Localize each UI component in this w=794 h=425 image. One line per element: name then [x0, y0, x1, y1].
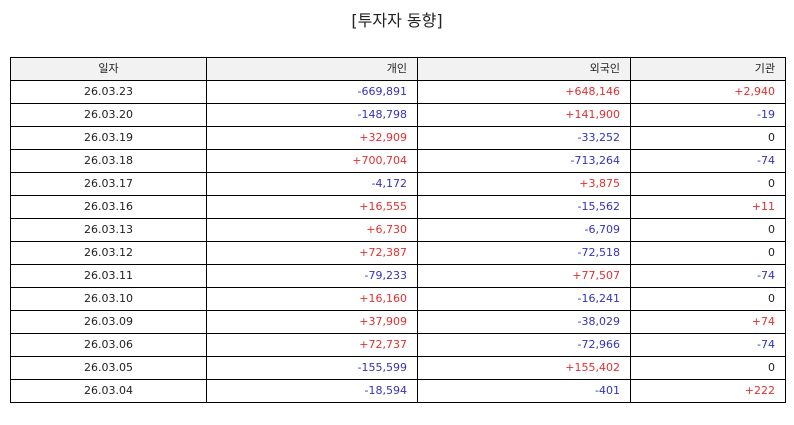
cell-individual: -79,233	[206, 264, 418, 288]
table-row: 26.03.06 +72,737 -72,966 -74	[10, 333, 786, 357]
cell-institution: 0	[630, 172, 786, 196]
cell-date: 26.03.04	[10, 379, 207, 403]
table-row: 26.03.04 -18,594 -401 +222	[10, 379, 786, 403]
table-row: 26.03.12 +72,387 -72,518 0	[10, 241, 786, 265]
cell-date: 26.03.17	[10, 172, 207, 196]
table-header-row: 일자 개인 외국인 기관	[10, 57, 786, 81]
cell-institution: -74	[630, 333, 786, 357]
table-row: 26.03.17 -4,172 +3,875 0	[10, 172, 786, 196]
cell-foreign: +141,900	[417, 103, 631, 127]
cell-date: 26.03.23	[10, 80, 207, 104]
cell-individual: +32,909	[206, 126, 418, 150]
table-row: 26.03.10 +16,160 -16,241 0	[10, 287, 786, 311]
header-institution: 기관	[630, 57, 786, 81]
table-row: 26.03.23 -669,891 +648,146 +2,940	[10, 80, 786, 104]
table-body: 26.03.23 -669,891 +648,146 +2,940 26.03.20 -1…	[10, 80, 786, 403]
cell-date: 26.03.09	[10, 310, 207, 334]
cell-date: 26.03.12	[10, 241, 207, 265]
cell-institution: -19	[630, 103, 786, 127]
cell-date: 26.03.10	[10, 287, 207, 311]
cell-individual: +700,704	[206, 149, 418, 173]
investor-trend-table: 일자 개인 외국인 기관 26.03.23 -669,891 +648,146 +2,…	[10, 57, 786, 403]
cell-individual: +72,387	[206, 241, 418, 265]
cell-foreign: -33,252	[417, 126, 631, 150]
cell-date: 26.03.20	[10, 103, 207, 127]
cell-date: 26.03.05	[10, 356, 207, 380]
cell-date: 26.03.06	[10, 333, 207, 357]
cell-foreign: -72,518	[417, 241, 631, 265]
cell-foreign: +155,402	[417, 356, 631, 380]
cell-institution: 0	[630, 126, 786, 150]
cell-date: 26.03.19	[10, 126, 207, 150]
header-foreign: 외국인	[417, 57, 631, 81]
cell-institution: 0	[630, 241, 786, 265]
cell-individual: -148,798	[206, 103, 418, 127]
table-row: 26.03.11 -79,233 +77,507 -74	[10, 264, 786, 288]
cell-individual: -155,599	[206, 356, 418, 380]
cell-institution: -74	[630, 149, 786, 173]
cell-date: 26.03.13	[10, 218, 207, 242]
cell-foreign: -401	[417, 379, 631, 403]
cell-date: 26.03.11	[10, 264, 207, 288]
header-date: 일자	[10, 57, 207, 81]
table-row: 26.03.05 -155,599 +155,402 0	[10, 356, 786, 380]
cell-foreign: +648,146	[417, 80, 631, 104]
cell-institution: +2,940	[630, 80, 786, 104]
table-row: 26.03.16 +16,555 -15,562 +11	[10, 195, 786, 219]
cell-foreign: +77,507	[417, 264, 631, 288]
cell-foreign: -15,562	[417, 195, 631, 219]
cell-date: 26.03.18	[10, 149, 207, 173]
cell-institution: +74	[630, 310, 786, 334]
cell-foreign: -713,264	[417, 149, 631, 173]
cell-individual: +16,160	[206, 287, 418, 311]
cell-individual: -18,594	[206, 379, 418, 403]
cell-individual: +72,737	[206, 333, 418, 357]
cell-institution: 0	[630, 356, 786, 380]
table-row: 26.03.09 +37,909 -38,029 +74	[10, 310, 786, 334]
cell-foreign: -38,029	[417, 310, 631, 334]
cell-individual: +37,909	[206, 310, 418, 334]
page-title: [투자자 동향]	[351, 11, 443, 30]
cell-foreign: -16,241	[417, 287, 631, 311]
cell-institution: 0	[630, 218, 786, 242]
cell-foreign: +3,875	[417, 172, 631, 196]
cell-individual: +16,555	[206, 195, 418, 219]
cell-institution: +222	[630, 379, 786, 403]
cell-institution: +11	[630, 195, 786, 219]
cell-date: 26.03.16	[10, 195, 207, 219]
table-row: 26.03.13 +6,730 -6,709 0	[10, 218, 786, 242]
header-individual: 개인	[206, 57, 418, 81]
cell-individual: +6,730	[206, 218, 418, 242]
cell-foreign: -72,966	[417, 333, 631, 357]
cell-individual: -669,891	[206, 80, 418, 104]
cell-institution: -74	[630, 264, 786, 288]
table-row: 26.03.18 +700,704 -713,264 -74	[10, 149, 786, 173]
cell-institution: 0	[630, 287, 786, 311]
table-row: 26.03.20 -148,798 +141,900 -19	[10, 103, 786, 127]
cell-foreign: -6,709	[417, 218, 631, 242]
table-row: 26.03.19 +32,909 -33,252 0	[10, 126, 786, 150]
cell-individual: -4,172	[206, 172, 418, 196]
